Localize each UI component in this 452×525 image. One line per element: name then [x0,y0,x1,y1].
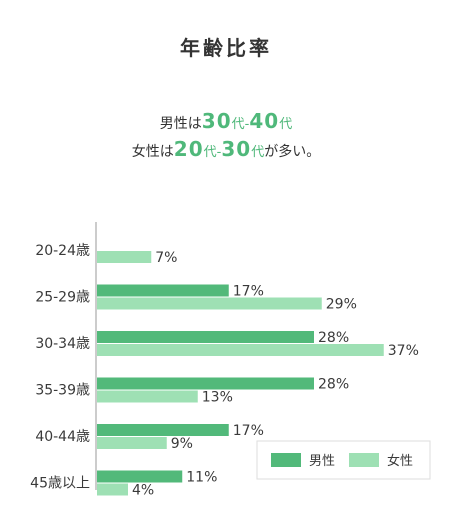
summary-number: 40 [249,109,280,133]
data-label: 17% [233,284,264,300]
female-bar [97,437,167,449]
male-bar [97,424,229,436]
category-tick-label: 35-39歳 [35,383,90,399]
data-label: 37% [388,343,419,359]
male-bar [97,470,183,483]
category-tick-label: 45歳以上 [30,476,90,492]
summary-unit: 代 [203,145,217,160]
chart-title: 年齢比率 [180,36,272,60]
male-bar [97,284,229,297]
category-tick-label: 20-24歳 [35,243,90,259]
summary-number: 30 [201,109,232,133]
female-bar [97,483,128,496]
summary-unit: 代 [231,117,245,132]
summary-line-female: 女性は20代-30代が多い。 [0,138,452,164]
summary-unit: 代 [279,117,293,132]
data-label: 29% [326,297,357,313]
female-bar [97,390,198,403]
male-bar [97,331,314,343]
summary-separator: - [244,117,250,132]
data-label: 28% [318,377,349,393]
female-bar [97,251,152,263]
female-bar [97,297,322,310]
summary-prefix: 女性は [131,144,174,160]
summary-unit: 代 [251,145,265,160]
data-label: 28% [318,330,349,346]
legend-swatch-male [271,453,301,467]
summary-prefix: 男性は [159,116,202,132]
category-tick-label: 40-44歳 [35,429,90,445]
data-label: 17% [233,423,264,439]
summary-number: 20 [173,137,204,161]
legend-label-male: 男性 [309,454,335,469]
male-bar [97,377,314,390]
summary-line-male: 男性は30代-40代 [0,110,452,136]
summary-number: 30 [221,137,252,161]
data-label: 9% [171,436,193,452]
summary-separator: - [216,145,222,160]
category-tick-label: 25-29歳 [35,290,90,306]
data-label: 4% [132,483,154,499]
summary-suffix: が多い。 [264,144,321,160]
data-label: 7% [155,250,177,266]
category-tick-label: 30-34歳 [35,336,90,352]
female-bar [97,344,384,356]
data-label: 13% [202,390,233,406]
data-label: 11% [186,470,217,486]
legend-swatch-female [349,453,379,467]
legend-label-female: 女性 [387,453,413,469]
